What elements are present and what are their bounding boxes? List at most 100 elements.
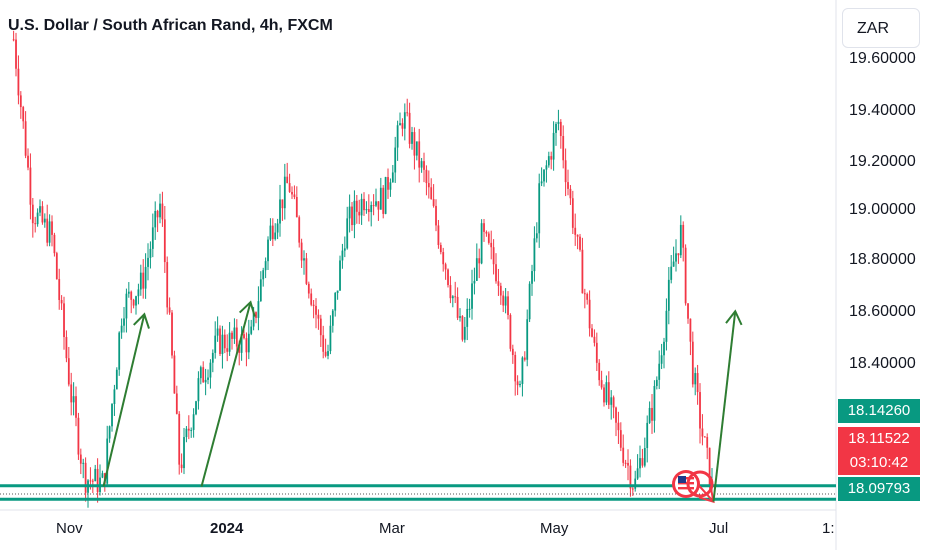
candle (459, 316, 461, 318)
candle (595, 342, 598, 363)
candle (591, 328, 593, 337)
candle (435, 205, 437, 226)
candle (706, 437, 709, 448)
candle (233, 327, 236, 339)
candle (427, 183, 430, 188)
candle (411, 132, 413, 144)
y-tick-label: 19.40000 (849, 102, 916, 119)
candle (399, 123, 401, 126)
candle (559, 121, 562, 137)
candle (317, 314, 320, 319)
candle (60, 299, 63, 304)
candle (607, 382, 610, 405)
candle (519, 383, 521, 386)
candle (555, 123, 557, 133)
candle (142, 272, 145, 289)
green-arrow[interactable] (200, 300, 256, 487)
candle (658, 363, 661, 380)
candle (394, 147, 397, 173)
candle (115, 369, 118, 390)
candle (55, 253, 58, 280)
candle (166, 262, 169, 308)
green-arrow[interactable] (102, 312, 150, 487)
us-flag-icon[interactable] (672, 470, 700, 498)
candle (401, 123, 404, 129)
candle (303, 258, 305, 261)
candle (492, 247, 495, 265)
candle (192, 414, 195, 430)
candle (514, 354, 517, 382)
candle (672, 261, 675, 267)
currency-event-icon[interactable] (686, 470, 714, 498)
candle (51, 221, 53, 235)
candle (387, 177, 389, 190)
candle (696, 373, 699, 393)
candle (375, 201, 377, 206)
candle (298, 217, 301, 243)
candle (269, 225, 272, 240)
x-tick-label: May (540, 520, 569, 537)
candle (677, 253, 680, 256)
candle (535, 233, 538, 239)
candle (487, 233, 490, 243)
candle (533, 238, 536, 272)
candle (214, 335, 217, 353)
candle (235, 327, 238, 347)
lower-line-price-tag: 18.09793 (838, 477, 920, 501)
candle (144, 266, 147, 289)
candle (259, 279, 262, 302)
candle (622, 447, 625, 463)
candle (502, 295, 505, 306)
green-arrow[interactable] (712, 309, 743, 502)
candle (538, 183, 541, 234)
candle (127, 291, 130, 294)
x-tick-label: 2024 (210, 520, 244, 537)
candle (579, 236, 581, 250)
candle (377, 201, 380, 210)
candle (379, 187, 382, 210)
candle (89, 480, 92, 482)
candle (252, 312, 255, 327)
candle (202, 367, 205, 383)
candle (113, 389, 116, 405)
candle (670, 266, 673, 280)
candle (293, 194, 296, 197)
candle (267, 239, 269, 262)
candle (679, 224, 682, 256)
candle (660, 355, 663, 364)
candle (207, 377, 209, 380)
candle (305, 258, 308, 284)
candle (675, 253, 677, 262)
candle (485, 231, 488, 234)
candle (415, 141, 418, 156)
candle (231, 332, 233, 339)
candle (497, 281, 500, 286)
y-tick-label: 18.80000 (849, 251, 916, 268)
candle (171, 312, 173, 356)
candle (274, 232, 277, 240)
currency-button[interactable]: ZAR (842, 8, 920, 48)
candle (605, 382, 608, 403)
candle (406, 112, 409, 114)
candle (240, 334, 243, 353)
candle (17, 68, 20, 96)
candle (221, 334, 224, 354)
candle (130, 291, 133, 300)
candle (617, 422, 620, 431)
y-tick-label: 19.00000 (849, 201, 916, 218)
candle (483, 223, 485, 232)
candle (353, 200, 356, 226)
candle (41, 206, 44, 223)
candle (204, 379, 207, 383)
candle (687, 303, 689, 319)
candle (663, 341, 665, 356)
candle (451, 296, 454, 299)
candle (420, 161, 423, 168)
candle (454, 296, 457, 298)
candle (466, 308, 469, 327)
candle (543, 169, 545, 182)
candle (391, 172, 394, 183)
candle (53, 234, 56, 254)
candle (480, 223, 483, 264)
